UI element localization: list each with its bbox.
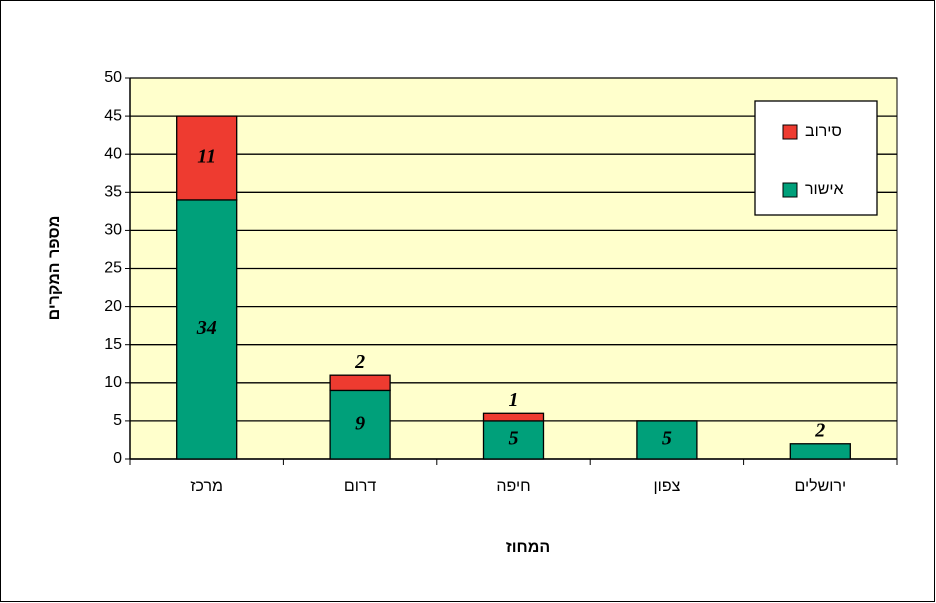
x-tick-label: ירושלים	[794, 477, 846, 495]
bar-segment	[789, 443, 851, 460]
data-label: 1	[509, 389, 519, 411]
bar-segment	[329, 374, 391, 392]
data-label: 5	[662, 428, 672, 450]
data-label: 5	[509, 428, 519, 450]
bar-segment	[176, 199, 238, 460]
y-tick-label: 20	[104, 298, 122, 315]
bar-segment	[482, 412, 545, 422]
y-axis-title: מספר המקרים	[46, 216, 63, 321]
data-label: 9	[355, 412, 365, 434]
data-label: 34	[196, 317, 217, 339]
x-tick-label: דרום	[344, 478, 377, 495]
x-tick-label: חיפה	[496, 478, 530, 495]
x-tick-label: מרכז	[190, 478, 223, 495]
legend-box	[754, 100, 878, 216]
bar-segment	[329, 389, 391, 460]
legend-label: אישור	[805, 181, 844, 198]
legend-swatch	[782, 182, 798, 198]
y-tick-label: 30	[104, 222, 122, 239]
data-label: 2	[354, 351, 365, 373]
legend-label: סירוב	[805, 123, 842, 140]
y-tick-label: 50	[104, 69, 122, 86]
data-label: 2	[814, 419, 825, 441]
data-label: 11	[197, 146, 216, 168]
y-tick-label: 15	[104, 336, 122, 353]
x-tick-label: צפון	[654, 478, 681, 495]
bar-segment	[482, 420, 545, 460]
legend-swatch	[782, 124, 798, 140]
y-tick-label: 40	[104, 145, 122, 162]
y-tick-label: 25	[104, 260, 122, 277]
bar-segment	[176, 115, 238, 201]
bar-segment	[636, 420, 698, 460]
y-tick-label: 0	[113, 450, 122, 467]
y-tick-label: 10	[104, 374, 122, 391]
y-tick-label: 35	[104, 184, 122, 201]
y-tick-label: 5	[113, 412, 122, 429]
y-tick-label: 45	[104, 107, 122, 124]
x-axis-title: המחוז	[506, 539, 550, 556]
